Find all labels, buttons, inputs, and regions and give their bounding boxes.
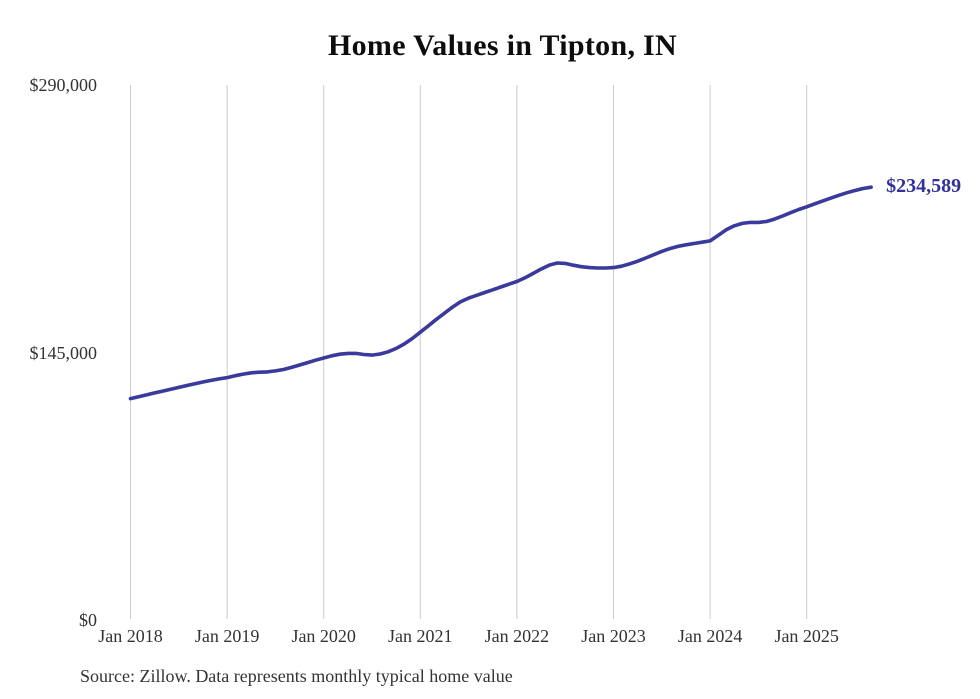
x-tick-label: Jan 2023 (581, 626, 646, 646)
x-tick-label: Jan 2022 (484, 626, 550, 646)
y-tick-label: $290,000 (29, 75, 98, 95)
series-end-value-label: $234,589 (886, 175, 962, 198)
home-value-line (128, 185, 873, 401)
x-tick-label: Jan 2019 (194, 626, 260, 646)
x-tick-label: Jan 2024 (677, 626, 743, 646)
y-tick-label: $0 (79, 610, 97, 630)
x-tick-label: Jan 2018 (98, 626, 163, 646)
x-tick-label: Jan 2020 (291, 626, 356, 646)
y-tick-label: $145,000 (29, 342, 98, 363)
x-tick-label: Jan 2021 (388, 626, 453, 646)
x-tick-label: Jan 2025 (774, 626, 839, 646)
chart-title: Home Values in Tipton, IN (328, 29, 677, 62)
source-note: Source: Zillow. Data represents monthly … (80, 666, 513, 686)
